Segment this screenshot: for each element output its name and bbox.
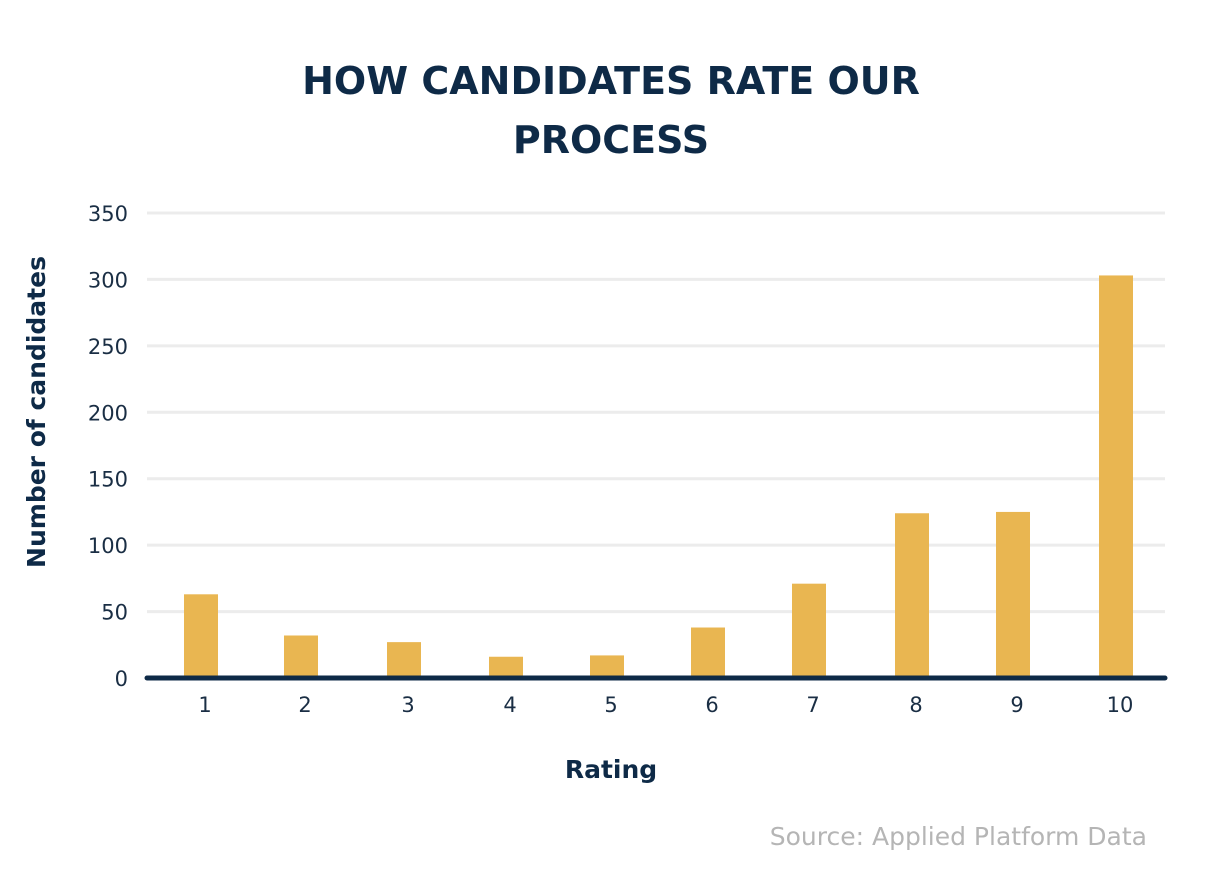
bar-rating-4 bbox=[489, 656, 523, 678]
y-tick-label: 50 bbox=[101, 601, 128, 625]
y-axis-label: Number of candidates bbox=[22, 256, 51, 568]
bar-rating-10 bbox=[1099, 275, 1133, 678]
bar-rating-6 bbox=[691, 627, 725, 678]
x-tick-label: 3 bbox=[401, 693, 414, 717]
y-tick-label: 300 bbox=[88, 268, 128, 292]
y-tick-label: 150 bbox=[88, 468, 128, 492]
y-tick-label: 200 bbox=[88, 401, 128, 425]
y-tick-label: 100 bbox=[88, 534, 128, 558]
x-tick-label: 8 bbox=[909, 693, 922, 717]
bar-rating-3 bbox=[387, 642, 421, 678]
y-tick-label: 250 bbox=[88, 335, 128, 359]
source-note: Source: Applied Platform Data bbox=[770, 822, 1147, 851]
bars bbox=[184, 275, 1133, 678]
x-axis-label: Rating bbox=[565, 755, 657, 784]
x-tick-label: 2 bbox=[298, 693, 311, 717]
chart-title-line-2: PROCESS bbox=[513, 118, 709, 162]
bar-rating-2 bbox=[284, 635, 318, 678]
x-tick-label: 1 bbox=[198, 693, 211, 717]
gridlines bbox=[147, 211, 1165, 614]
bar-rating-9 bbox=[996, 511, 1030, 678]
x-tick-label: 10 bbox=[1107, 693, 1134, 717]
y-tick-label: 0 bbox=[115, 667, 128, 691]
x-tick-label: 7 bbox=[806, 693, 819, 717]
chart-title: HOW CANDIDATES RATE OUR PROCESS bbox=[302, 59, 920, 162]
x-axis-ticks: 1 2 3 4 5 6 7 8 9 10 bbox=[198, 693, 1133, 717]
x-tick-label: 9 bbox=[1010, 693, 1023, 717]
y-axis-ticks: 0 50 100 150 200 250 300 350 bbox=[88, 202, 128, 691]
bar-rating-8 bbox=[895, 513, 929, 678]
y-tick-label: 350 bbox=[88, 202, 128, 226]
x-tick-label: 4 bbox=[503, 693, 516, 717]
bar-rating-5 bbox=[590, 655, 624, 678]
chart-title-line-1: HOW CANDIDATES RATE OUR bbox=[302, 59, 920, 103]
bar-rating-7 bbox=[792, 583, 826, 678]
x-tick-label: 6 bbox=[705, 693, 718, 717]
bar-rating-1 bbox=[184, 594, 218, 678]
x-tick-label: 5 bbox=[604, 693, 617, 717]
